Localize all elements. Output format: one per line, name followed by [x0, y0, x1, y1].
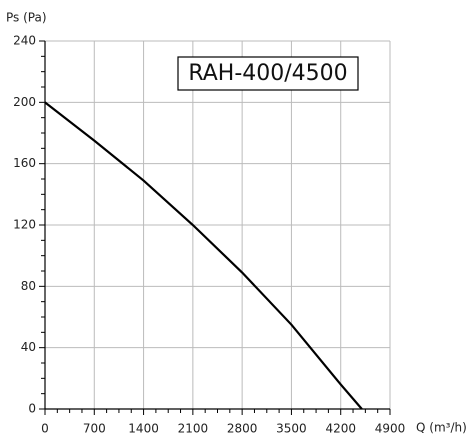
- fan-curve: [44, 101, 363, 410]
- x-tick-label: 4900: [375, 422, 406, 436]
- x-tick-label: 0: [41, 422, 49, 436]
- y-tick-label: 40: [21, 340, 36, 354]
- x-tick-label: 700: [83, 422, 106, 436]
- y-tick-label: 240: [13, 34, 36, 48]
- x-tick-label: 2100: [178, 422, 209, 436]
- x-tick-label: 3500: [276, 422, 307, 436]
- y-tick-label: 120: [13, 218, 36, 232]
- annotation-box: [177, 56, 359, 91]
- y-tick-label: 160: [13, 156, 36, 170]
- annotation: RAH-400/4500: [188, 61, 347, 86]
- x-tick-label: 1400: [128, 422, 159, 436]
- y-tick-label: 200: [13, 95, 36, 109]
- x-tick-label: 2800: [227, 422, 258, 436]
- x-axis-title: Q (m³/h): [416, 421, 467, 435]
- x-tick-label: 4200: [325, 422, 356, 436]
- y-tick-label: 80: [21, 279, 36, 293]
- y-axis-title: Ps (Pa): [6, 11, 47, 25]
- y-tick-label: 0: [28, 402, 36, 416]
